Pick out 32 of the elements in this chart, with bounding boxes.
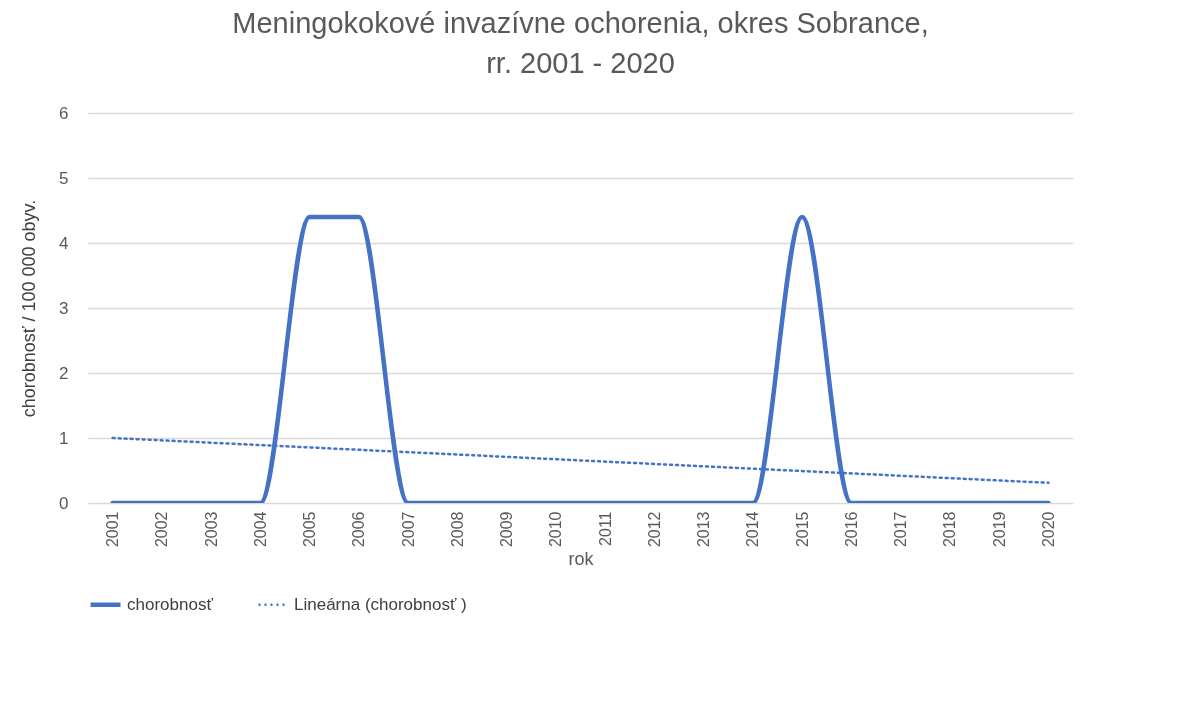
x-tick-label: 2001 bbox=[104, 511, 122, 548]
x-tick-label: 2004 bbox=[251, 511, 269, 548]
y-axis-title: chorobnosť / 100 000 obyv. bbox=[19, 199, 40, 418]
y-tick-label: 2 bbox=[59, 363, 69, 383]
x-tick-label: 2003 bbox=[202, 511, 220, 548]
x-tick-label: 2012 bbox=[645, 511, 663, 548]
x-tick-label: 2019 bbox=[990, 511, 1008, 548]
x-tick-label: 2016 bbox=[842, 511, 860, 548]
y-tick-label: 0 bbox=[59, 493, 69, 513]
y-tick-label: 5 bbox=[59, 168, 69, 188]
x-tick-label: 2014 bbox=[744, 511, 762, 548]
x-tick-label: 2007 bbox=[399, 511, 417, 548]
x-tick-label: 2017 bbox=[892, 511, 910, 548]
x-tick-label: 2008 bbox=[448, 511, 466, 548]
y-tick-label: 1 bbox=[59, 428, 69, 448]
x-tick-label: 2002 bbox=[153, 511, 171, 548]
y-tick-label: 4 bbox=[59, 233, 69, 253]
x-tick-label: 2015 bbox=[793, 511, 811, 548]
x-tick-label: 2009 bbox=[498, 511, 516, 548]
legend-label: chorobnosť bbox=[127, 594, 214, 614]
x-tick-label: 2010 bbox=[547, 511, 565, 548]
legend-label: Lineárna (chorobnosť ) bbox=[294, 594, 467, 614]
x-tick-label: 2013 bbox=[695, 511, 713, 548]
x-tick-label: 2018 bbox=[941, 511, 959, 548]
x-tick-label: 2020 bbox=[1039, 511, 1057, 548]
y-tick-label: 6 bbox=[59, 103, 69, 123]
x-tick-label: 2011 bbox=[596, 511, 614, 546]
x-axis-title: rok bbox=[568, 549, 595, 570]
x-tick-label: 2005 bbox=[301, 511, 319, 548]
y-tick-label: 3 bbox=[59, 298, 69, 318]
x-tick-label: 2006 bbox=[350, 511, 368, 548]
chart-title: Meningokokové invazívne ochorenia, okres Sobrance, rr. 2001 - 2020 bbox=[232, 7, 929, 79]
